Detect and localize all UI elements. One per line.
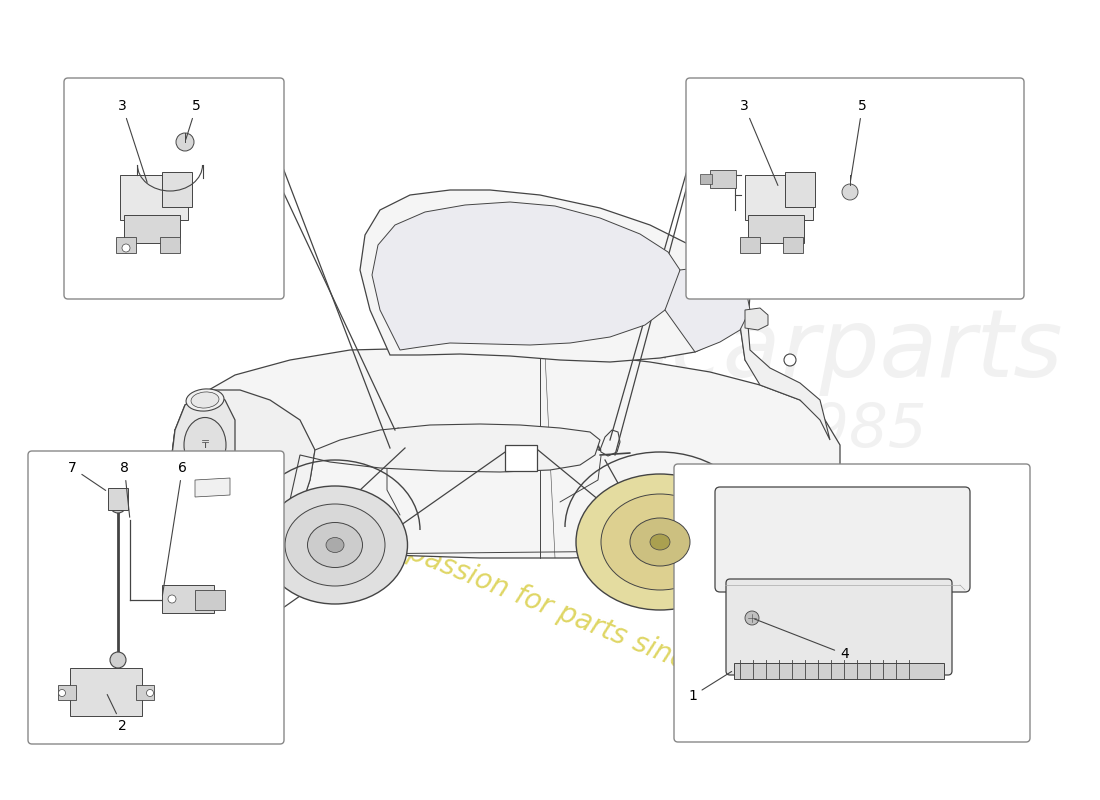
Bar bbox=[195, 590, 226, 610]
Polygon shape bbox=[195, 478, 230, 497]
Polygon shape bbox=[372, 202, 680, 350]
Circle shape bbox=[122, 244, 130, 252]
Ellipse shape bbox=[326, 538, 344, 553]
Polygon shape bbox=[745, 308, 768, 330]
Polygon shape bbox=[170, 390, 315, 545]
Ellipse shape bbox=[630, 518, 690, 566]
Text: ₸: ₸ bbox=[201, 440, 209, 450]
Bar bbox=[160, 237, 180, 253]
Bar bbox=[136, 685, 154, 700]
Bar bbox=[734, 663, 944, 679]
Circle shape bbox=[146, 690, 154, 697]
Text: 3: 3 bbox=[118, 99, 147, 182]
Ellipse shape bbox=[650, 534, 670, 550]
Bar bbox=[740, 237, 760, 253]
Ellipse shape bbox=[601, 494, 719, 590]
Bar bbox=[505, 445, 537, 471]
Bar bbox=[785, 172, 815, 207]
Polygon shape bbox=[360, 190, 745, 362]
Polygon shape bbox=[666, 265, 750, 352]
Bar bbox=[710, 170, 736, 188]
Polygon shape bbox=[170, 348, 840, 558]
Bar bbox=[124, 215, 180, 243]
Text: 6: 6 bbox=[163, 461, 187, 595]
Polygon shape bbox=[280, 424, 600, 545]
Bar bbox=[745, 175, 813, 220]
Bar bbox=[58, 685, 76, 700]
Text: eurocarparts: eurocarparts bbox=[456, 305, 1064, 395]
Bar bbox=[120, 175, 188, 220]
Circle shape bbox=[168, 595, 176, 603]
Bar bbox=[116, 237, 136, 253]
Ellipse shape bbox=[186, 389, 224, 411]
Ellipse shape bbox=[263, 486, 407, 604]
Bar bbox=[162, 585, 214, 613]
Polygon shape bbox=[740, 280, 830, 440]
Circle shape bbox=[110, 652, 126, 668]
Circle shape bbox=[745, 611, 759, 625]
Bar bbox=[748, 215, 804, 243]
FancyBboxPatch shape bbox=[726, 579, 952, 675]
Text: 1: 1 bbox=[688, 671, 732, 703]
Text: since 1985: since 1985 bbox=[593, 401, 927, 459]
FancyBboxPatch shape bbox=[686, 78, 1024, 299]
Polygon shape bbox=[172, 390, 235, 480]
Circle shape bbox=[58, 690, 66, 697]
Circle shape bbox=[784, 354, 796, 366]
Text: 2: 2 bbox=[107, 694, 126, 733]
FancyBboxPatch shape bbox=[64, 78, 284, 299]
Circle shape bbox=[842, 184, 858, 200]
Ellipse shape bbox=[184, 418, 226, 473]
Text: 3: 3 bbox=[740, 99, 778, 186]
Circle shape bbox=[176, 133, 194, 151]
Ellipse shape bbox=[285, 504, 385, 586]
Text: 8: 8 bbox=[120, 461, 130, 518]
FancyBboxPatch shape bbox=[674, 464, 1030, 742]
FancyBboxPatch shape bbox=[28, 451, 284, 744]
Ellipse shape bbox=[308, 522, 363, 567]
Bar bbox=[783, 237, 803, 253]
Text: 7: 7 bbox=[68, 461, 106, 490]
FancyBboxPatch shape bbox=[715, 487, 970, 592]
Bar bbox=[108, 488, 128, 510]
Bar bbox=[700, 174, 712, 184]
Circle shape bbox=[110, 497, 126, 513]
Bar bbox=[162, 172, 192, 207]
Text: 4: 4 bbox=[755, 619, 849, 661]
Text: a passion for parts since 1985: a passion for parts since 1985 bbox=[381, 529, 780, 711]
Text: 5: 5 bbox=[186, 99, 200, 139]
Bar bbox=[70, 668, 142, 716]
Ellipse shape bbox=[576, 474, 744, 610]
Text: 5: 5 bbox=[850, 99, 867, 182]
Ellipse shape bbox=[191, 392, 219, 408]
